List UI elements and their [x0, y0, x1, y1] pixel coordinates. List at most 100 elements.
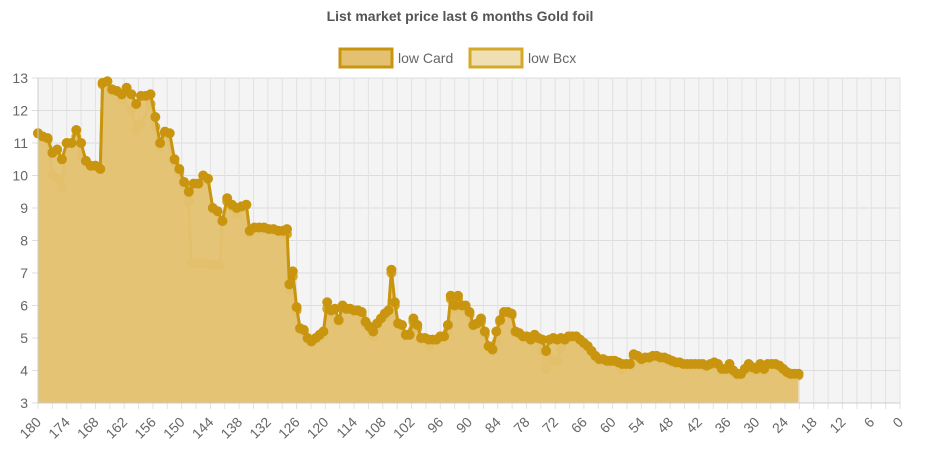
data-point[interactable]	[356, 307, 367, 317]
data-point[interactable]	[126, 89, 137, 100]
chart-title: List market price last 6 months Gold foi…	[327, 8, 594, 24]
data-point[interactable]	[291, 302, 302, 313]
legend-item[interactable]: low Bcx	[468, 47, 576, 69]
series-layer	[33, 76, 804, 404]
x-tick-label: 138	[217, 414, 245, 442]
data-point[interactable]	[145, 89, 156, 100]
legend-item[interactable]: low Card	[338, 47, 453, 69]
y-tick-label: 9	[20, 200, 28, 216]
y-tick-label: 11	[13, 135, 28, 151]
series-area	[38, 81, 799, 404]
data-point[interactable]	[217, 216, 228, 226]
data-point[interactable]	[287, 266, 298, 277]
legend-label: low Bcx	[528, 50, 576, 66]
data-point[interactable]	[506, 308, 517, 319]
data-point[interactable]	[150, 112, 161, 122]
x-tick-label: 60	[596, 414, 618, 436]
data-point[interactable]	[282, 224, 292, 235]
data-point[interactable]	[412, 320, 423, 330]
x-tick-label: 72	[539, 414, 561, 436]
data-point[interactable]	[95, 164, 106, 174]
x-tick-label: 6	[861, 414, 878, 431]
data-point[interactable]	[368, 326, 379, 337]
data-point[interactable]	[322, 297, 333, 308]
y-tick-label: 4	[20, 363, 28, 379]
data-point[interactable]	[71, 125, 82, 135]
x-tick-label: 156	[131, 414, 159, 442]
x-tick-label: 42	[683, 414, 705, 436]
x-tick-label: 90	[453, 414, 475, 436]
data-point[interactable]	[174, 164, 185, 174]
data-point[interactable]	[56, 154, 67, 165]
data-point[interactable]	[318, 326, 329, 337]
series-0	[33, 76, 804, 404]
y-tick-label: 8	[20, 233, 28, 249]
data-point[interactable]	[203, 173, 213, 184]
x-tick-label: 48	[654, 414, 676, 436]
data-point[interactable]	[102, 76, 113, 87]
x-tick-label: 78	[510, 414, 532, 436]
x-tick-label: 54	[625, 414, 647, 436]
data-point[interactable]	[442, 320, 453, 330]
x-tick-label: 84	[482, 414, 504, 436]
x-tick-label: 18	[798, 414, 820, 436]
data-point[interactable]	[164, 128, 175, 139]
y-tick-label: 10	[12, 168, 28, 184]
legend-swatch	[338, 47, 394, 69]
data-point[interactable]	[66, 138, 77, 148]
data-point[interactable]	[222, 193, 233, 204]
data-point[interactable]	[383, 305, 394, 316]
x-tick-label: 174	[45, 414, 73, 442]
y-tick-label: 12	[12, 103, 28, 119]
data-point[interactable]	[624, 359, 635, 369]
data-point[interactable]	[76, 138, 87, 148]
data-point[interactable]	[389, 297, 400, 308]
data-point[interactable]	[42, 133, 53, 144]
x-tick-label: 66	[568, 414, 590, 436]
data-point[interactable]	[397, 320, 407, 330]
x-tick-label: 96	[424, 414, 446, 436]
data-point[interactable]	[155, 138, 166, 148]
data-point[interactable]	[131, 99, 142, 109]
data-point[interactable]	[404, 329, 415, 340]
data-point[interactable]	[333, 315, 344, 326]
x-tick-label: 126	[275, 414, 303, 442]
data-point[interactable]	[386, 264, 397, 275]
y-tick-label: 13	[12, 70, 28, 86]
y-tick-label: 5	[20, 330, 28, 346]
data-point[interactable]	[541, 346, 552, 356]
x-tick-label: 24	[769, 414, 791, 436]
data-point[interactable]	[241, 199, 252, 210]
data-point[interactable]	[487, 344, 498, 355]
data-point[interactable]	[453, 290, 463, 301]
data-point[interactable]	[183, 186, 194, 197]
legend[interactable]: low Card low Bcx	[338, 47, 576, 69]
y-tick-label: 6	[20, 298, 28, 314]
data-point[interactable]	[464, 307, 475, 317]
data-point[interactable]	[169, 154, 180, 165]
data-point[interactable]	[212, 206, 223, 217]
data-point[interactable]	[491, 326, 502, 337]
data-point[interactable]	[298, 324, 309, 335]
x-tick-label: 102	[390, 414, 418, 442]
data-point[interactable]	[179, 177, 190, 187]
x-tick-label: 144	[189, 414, 217, 442]
y-tick-label: 7	[20, 265, 28, 281]
data-point[interactable]	[495, 315, 506, 326]
y-tick-label: 3	[20, 395, 28, 411]
data-point[interactable]	[439, 331, 450, 342]
x-tick-label: 132	[246, 414, 274, 442]
data-point[interactable]	[52, 144, 63, 155]
data-point[interactable]	[793, 368, 804, 379]
legend-label: low Card	[398, 50, 453, 66]
x-tick-label: 150	[160, 414, 188, 442]
data-point[interactable]	[476, 313, 486, 324]
x-tick-label: 108	[361, 414, 389, 442]
x-tick-label: 120	[304, 414, 332, 442]
data-point[interactable]	[284, 279, 295, 290]
data-point[interactable]	[479, 326, 490, 337]
data-point[interactable]	[193, 178, 204, 189]
legend-swatch	[468, 47, 524, 69]
